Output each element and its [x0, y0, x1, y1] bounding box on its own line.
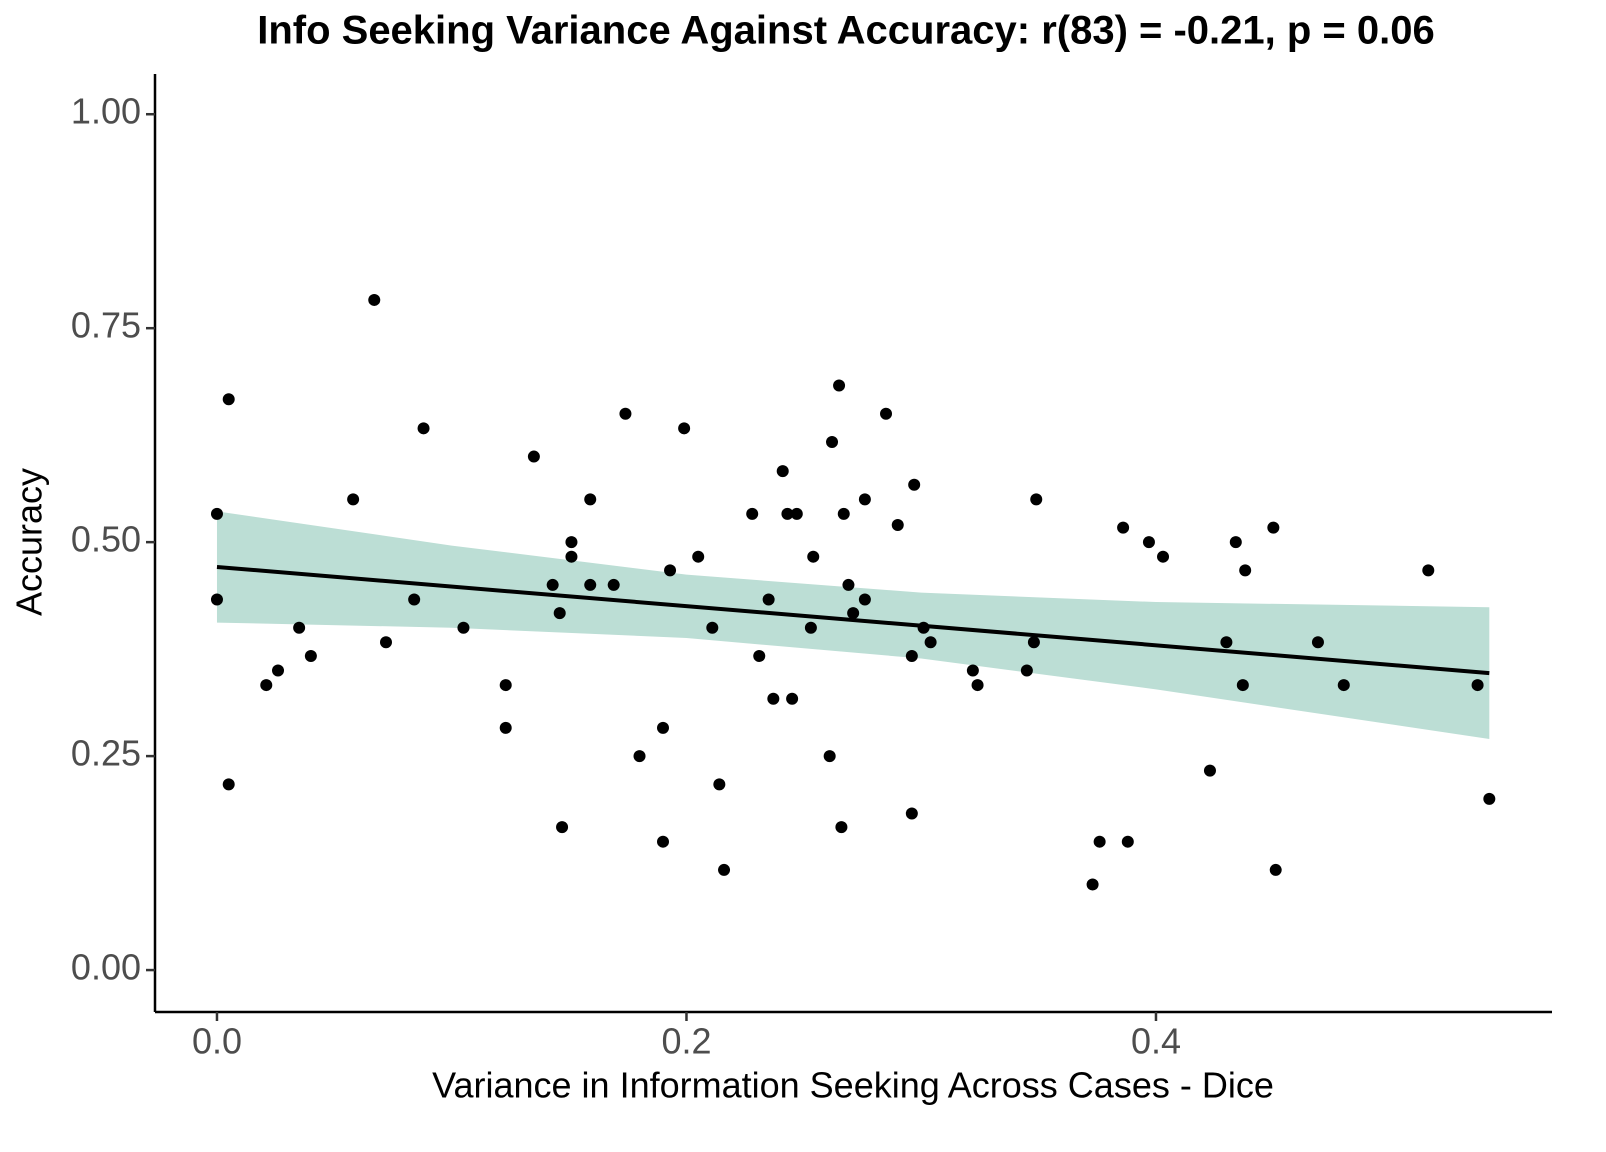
- data-point: [222, 778, 235, 791]
- data-point: [971, 679, 984, 692]
- data-point: [807, 550, 820, 563]
- data-point: [858, 593, 871, 606]
- data-point: [546, 578, 559, 591]
- data-point: [417, 422, 430, 435]
- confidence-band: [216, 511, 1490, 739]
- data-point: [718, 863, 731, 876]
- data-point: [833, 379, 846, 392]
- data-point: [678, 422, 691, 435]
- data-point: [1311, 636, 1324, 649]
- data-point: [1030, 493, 1043, 506]
- data-point: [633, 750, 646, 763]
- data-point: [847, 607, 860, 620]
- data-point: [657, 835, 669, 848]
- data-point: [260, 679, 273, 692]
- data-point: [790, 507, 803, 520]
- data-point: [408, 593, 421, 606]
- y-tick-label: 1.00: [71, 91, 141, 132]
- data-point: [1121, 835, 1134, 848]
- data-point: [776, 465, 789, 478]
- data-point: [924, 636, 937, 649]
- data-point: [1236, 679, 1249, 692]
- data-point: [553, 607, 566, 620]
- data-point: [499, 679, 512, 692]
- data-point: [1117, 521, 1130, 534]
- data-point: [584, 578, 597, 591]
- data-point: [657, 721, 669, 734]
- data-point: [457, 621, 470, 634]
- data-point: [823, 750, 836, 763]
- data-point: [835, 821, 848, 834]
- x-axis-label: Variance in Information Seeking Across C…: [432, 1065, 1274, 1106]
- data-point: [753, 649, 766, 662]
- data-point: [966, 664, 979, 677]
- data-point: [1471, 679, 1484, 692]
- x-tick-label: 0.0: [192, 1021, 242, 1062]
- data-point: [713, 778, 726, 791]
- data-point: [905, 807, 918, 820]
- data-point: [368, 293, 381, 306]
- data-point: [1229, 536, 1242, 549]
- data-point: [210, 507, 223, 520]
- data-point: [379, 636, 392, 649]
- data-point: [584, 493, 597, 506]
- data-point: [781, 507, 794, 520]
- data-point: [1239, 564, 1252, 577]
- data-point: [347, 493, 360, 506]
- data-point: [1337, 679, 1350, 692]
- data-point: [527, 450, 540, 463]
- data-point: [905, 649, 918, 662]
- data-point: [1220, 636, 1233, 649]
- data-point: [1086, 878, 1099, 891]
- data-point: [746, 507, 759, 520]
- data-point: [607, 578, 620, 591]
- x-tick-label: 0.2: [661, 1021, 711, 1062]
- data-point: [1093, 835, 1106, 848]
- data-point: [858, 493, 871, 506]
- data-point: [222, 393, 235, 406]
- data-point: [293, 621, 306, 634]
- data-point: [1027, 636, 1040, 649]
- data-point: [1020, 664, 1033, 677]
- data-point: [1203, 764, 1216, 777]
- data-point: [804, 621, 817, 634]
- y-tick-label: 0.75: [71, 305, 141, 346]
- data-point: [1269, 863, 1282, 876]
- data-point: [1483, 792, 1496, 805]
- y-tick-label: 0.00: [71, 947, 141, 988]
- y-tick-label: 0.25: [71, 733, 141, 774]
- data-point: [1422, 564, 1435, 577]
- data-point: [210, 593, 223, 606]
- data-point: [272, 664, 285, 677]
- data-point: [762, 593, 775, 606]
- fit-line: [216, 564, 1490, 676]
- data-point: [1267, 521, 1280, 534]
- data-point: [706, 621, 719, 634]
- chart-title: Info Seeking Variance Against Accuracy: …: [257, 9, 1435, 53]
- data-point: [565, 536, 578, 549]
- data-point: [908, 478, 921, 491]
- data-point: [692, 550, 705, 563]
- data-point: [664, 564, 677, 577]
- data-point: [556, 821, 569, 834]
- data-point: [891, 519, 904, 532]
- data-point: [1157, 550, 1170, 563]
- data-point: [842, 578, 855, 591]
- data-point: [880, 407, 893, 420]
- data-point: [565, 550, 578, 563]
- data-point: [837, 507, 850, 520]
- data-point: [499, 721, 512, 734]
- data-point: [304, 649, 317, 662]
- x-tick-label: 0.4: [1131, 1021, 1181, 1062]
- y-tick-label: 0.50: [71, 519, 141, 560]
- data-point: [1142, 536, 1155, 549]
- y-axis-label: Accuracy: [9, 468, 50, 616]
- data-point: [786, 692, 799, 705]
- data-point: [767, 692, 780, 705]
- data-point: [826, 436, 839, 449]
- data-point: [619, 407, 632, 420]
